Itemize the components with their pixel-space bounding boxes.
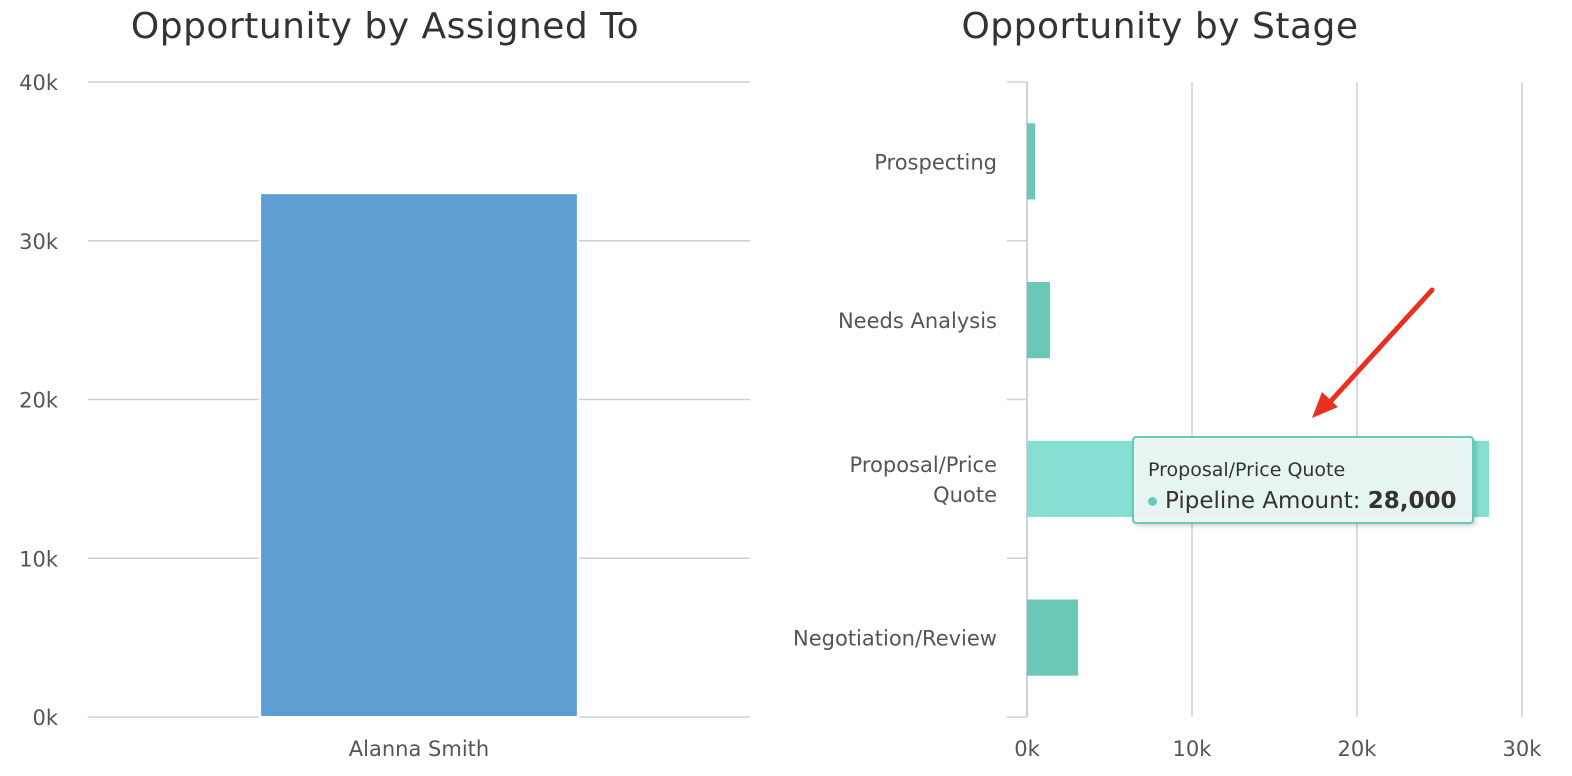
bar xyxy=(1027,599,1079,676)
y-tick-label: 10k xyxy=(19,547,59,571)
series-dot-icon xyxy=(1148,497,1157,506)
x-tick-label: 0k xyxy=(1014,737,1040,761)
tooltip-category: Proposal/Price Quote xyxy=(1148,459,1346,481)
y-tick-label: 40k xyxy=(19,71,59,95)
chart-title: Opportunity by Assigned To xyxy=(130,6,640,47)
bar xyxy=(259,192,579,718)
y-tick-label: Negotiation/Review xyxy=(793,627,997,651)
x-tick-label: 30k xyxy=(1503,737,1543,761)
bar xyxy=(1027,123,1036,200)
y-tick-label: Proposal/Price Quote xyxy=(850,453,997,507)
assigned-to-chart: Opportunity by Assigned To 0k 10k 20k 30k 40… xyxy=(0,0,780,776)
y-tick-label: Needs Analysis xyxy=(838,309,997,333)
stage-plot: 0k 10k 20k 30k Prospecting Needs Analysis Prop… xyxy=(793,81,1543,761)
y-tick-label: 0k xyxy=(32,706,58,730)
tooltip-value: 28,000 xyxy=(1367,488,1457,514)
bar xyxy=(1027,282,1051,359)
tooltip-series-label: Pipeline Amount: xyxy=(1165,488,1361,514)
x-tick-label: Alanna Smith xyxy=(349,737,489,761)
y-tick-label: 30k xyxy=(19,230,59,254)
assigned-to-plot: 0k 10k 20k 30k 40k Alanna Smith xyxy=(19,71,750,761)
chart-title: Opportunity by Stage xyxy=(961,6,1359,47)
bar-tooltip: Proposal/Price Quote Pipeline Amount: 28… xyxy=(1132,436,1474,524)
x-tick-label: 20k xyxy=(1338,737,1378,761)
tooltip-row: Pipeline Amount: 28,000 xyxy=(1148,488,1457,514)
x-tick-label: 10k xyxy=(1173,737,1213,761)
y-tick-label: Prospecting xyxy=(874,150,997,174)
y-tick-label: 20k xyxy=(19,389,59,413)
stage-chart: Opportunity by Stage 0k 10k 20k 30k Prospect… xyxy=(780,0,1572,776)
